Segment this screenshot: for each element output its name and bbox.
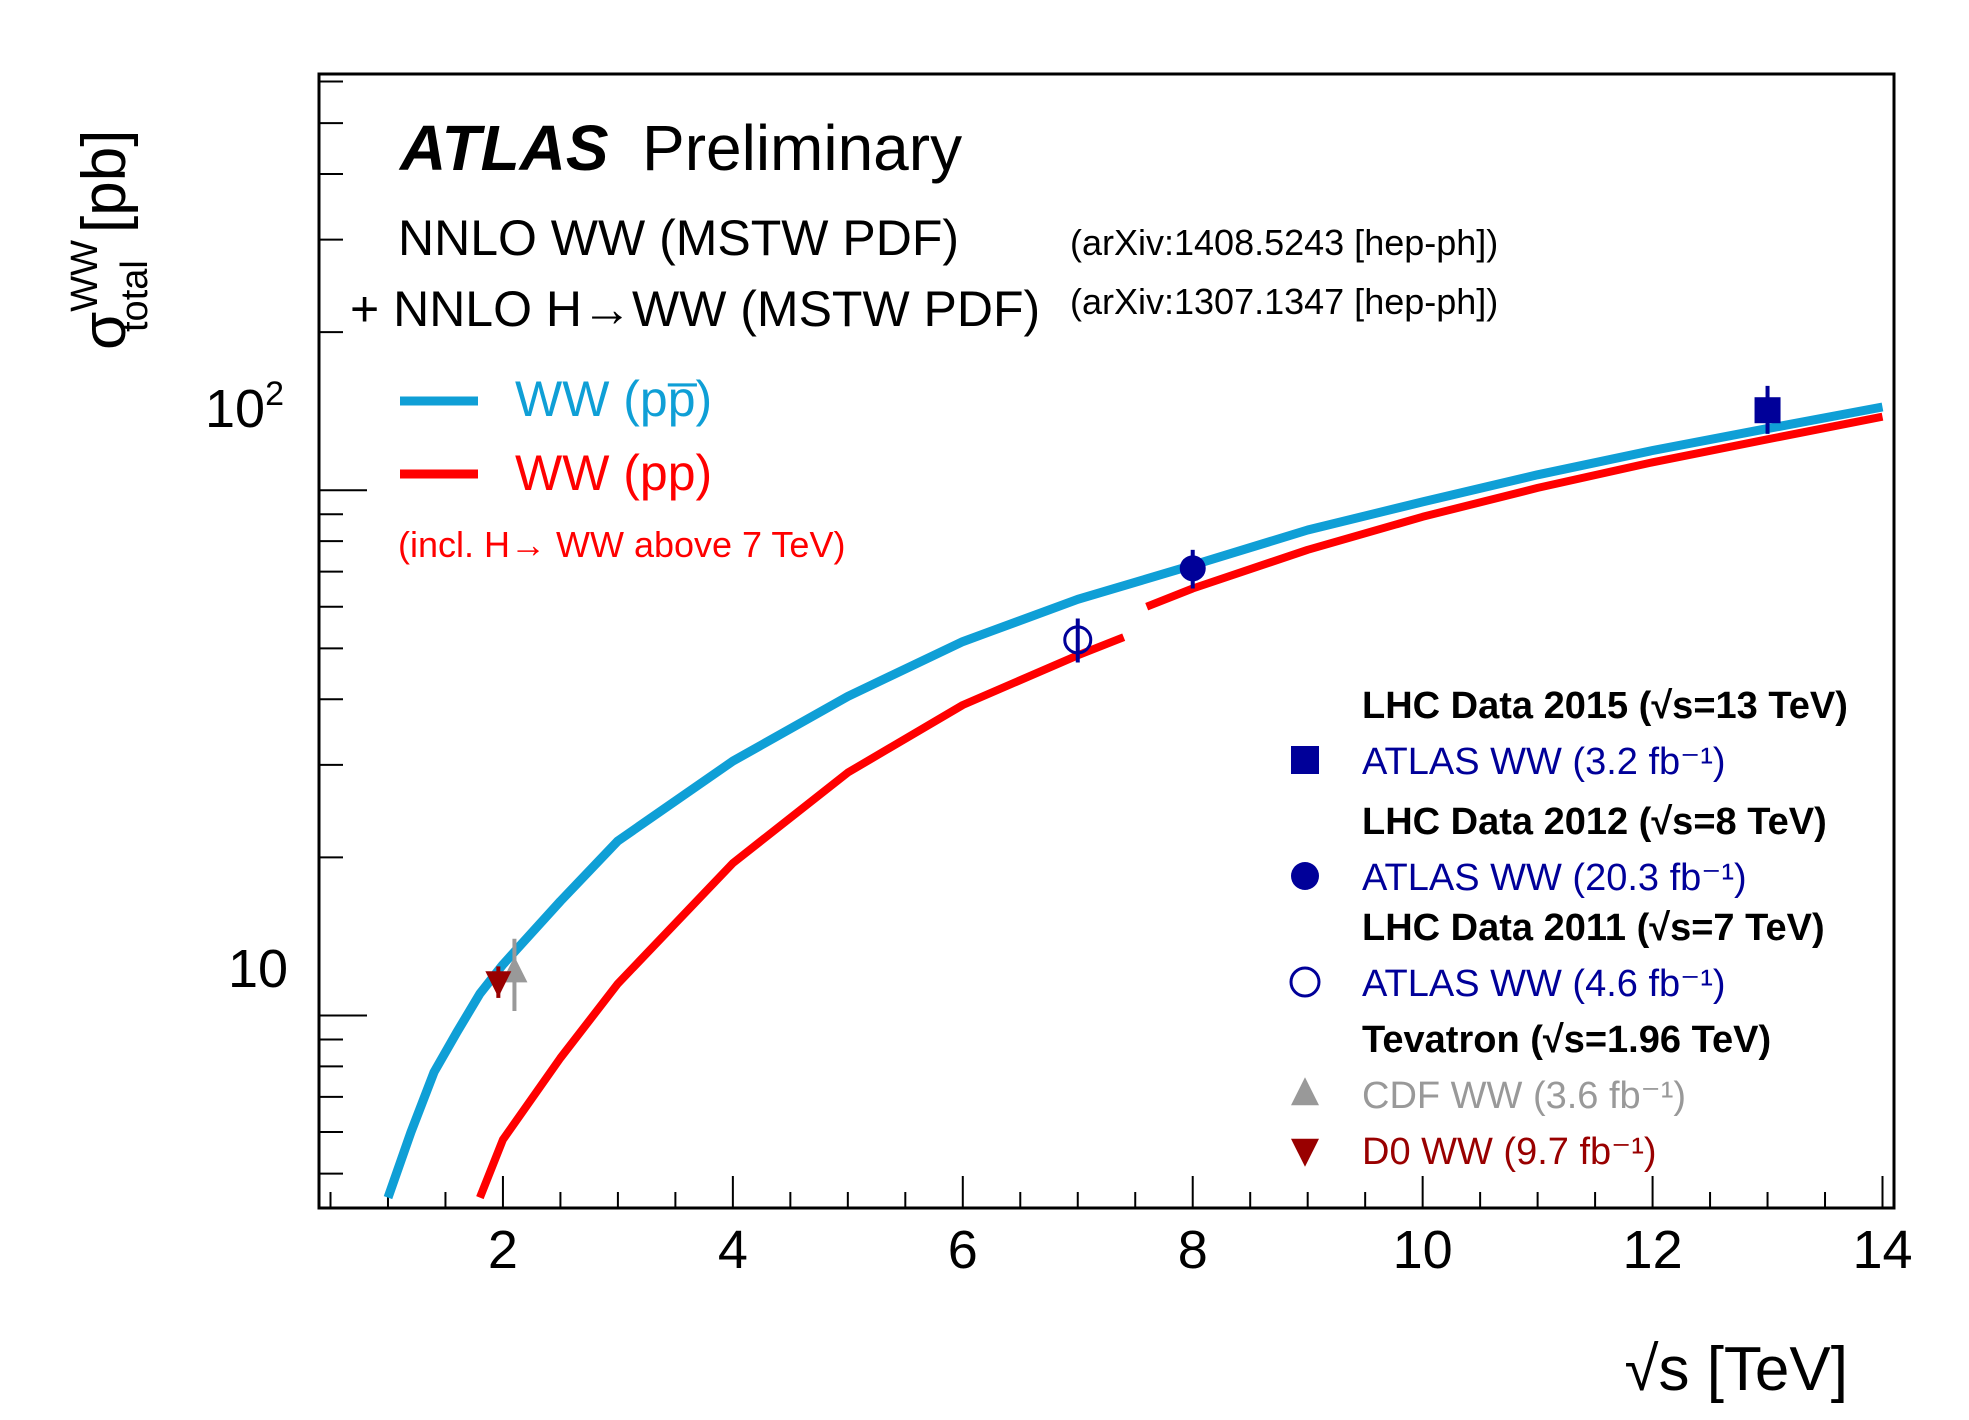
data-point-4 (485, 971, 512, 998)
theory-line-1: NNLO WW (MSTW PDF) (398, 210, 959, 266)
x-tick-label: 12 (1623, 1220, 1683, 1280)
x-tick-label: 8 (1178, 1220, 1208, 1280)
legend-marker-4 (1291, 1138, 1319, 1167)
data-point-2 (1063, 625, 1093, 655)
x-tick-label: 2 (488, 1220, 518, 1280)
x-axis-title: √s [TeV] (1624, 1335, 1848, 1404)
theory-note: (incl. H→ WW above 7 TeV) (398, 524, 845, 565)
y-axis-title: σWW total [pb] (64, 130, 156, 350)
data-point-0 (1754, 397, 1781, 424)
legend-entry-label: ATLAS WW (4.6 fb⁻¹) (1362, 963, 1726, 1005)
legend-group-header: LHC Data 2011 (√s=7 TeV) (1362, 907, 1825, 949)
y-tick-label-10: 10 (228, 939, 288, 999)
x-tick-label: 10 (1393, 1220, 1453, 1280)
x-axis-ticks (329, 1176, 1884, 1208)
legend-marker-2 (1289, 966, 1321, 998)
theory-ref-1: (arXiv:1408.5243 [hep-ph]) (1070, 222, 1498, 263)
legend-label-pp: WW (pp) (515, 445, 712, 501)
legend-marker-3 (1291, 1077, 1319, 1106)
legend-group-header: LHC Data 2012 (√s=8 TeV) (1362, 801, 1827, 843)
x-tick-labels: 2 4 6 8 10 12 14 (488, 1220, 1913, 1280)
legend-group-header: Tevatron (√s=1.96 TeV) (1362, 1019, 1771, 1061)
legend-group-header: LHC Data 2015 (√s=13 TeV) (1362, 685, 1848, 727)
series-line-2 (1145, 412, 1884, 611)
legend-entry-label: ATLAS WW (3.2 fb⁻¹) (1362, 741, 1726, 783)
x-tick-label: 6 (948, 1220, 978, 1280)
legend-label-ppbar: WW (pp̅) (515, 371, 712, 427)
legend-entry-label: CDF WW (3.6 fb⁻¹) (1362, 1075, 1686, 1117)
plot-frame (317, 72, 1896, 1210)
series-line-1 (476, 633, 1126, 1200)
legend-marker-0 (1291, 746, 1319, 774)
legend-entry-label: ATLAS WW (20.3 fb⁻¹) (1362, 857, 1747, 899)
x-tick-label: 4 (718, 1220, 748, 1280)
theory-ref-2: (arXiv:1307.1347 [hep-ph]) (1070, 281, 1498, 322)
preliminary-label: Preliminary (642, 112, 962, 184)
data-point-1 (1179, 555, 1206, 582)
legend-marker-1 (1291, 862, 1319, 890)
data-legend: LHC Data 2015 (√s=13 TeV) ATLAS WW (3.2 f… (1289, 685, 1848, 1173)
series-line-0 (383, 402, 1884, 1200)
y-axis-ticks (319, 80, 367, 1175)
atlas-label: ATLAS (398, 112, 609, 184)
x-tick-label: 14 (1852, 1220, 1912, 1280)
theory-line-2: + NNLO H→WW (MSTW PDF) (350, 281, 1040, 337)
theory-curves (383, 402, 1884, 1200)
y-tick-label-100: 102 (205, 375, 284, 439)
legend-entry-label: D0 WW (9.7 fb⁻¹) (1362, 1131, 1657, 1173)
data-points (485, 385, 1781, 1011)
